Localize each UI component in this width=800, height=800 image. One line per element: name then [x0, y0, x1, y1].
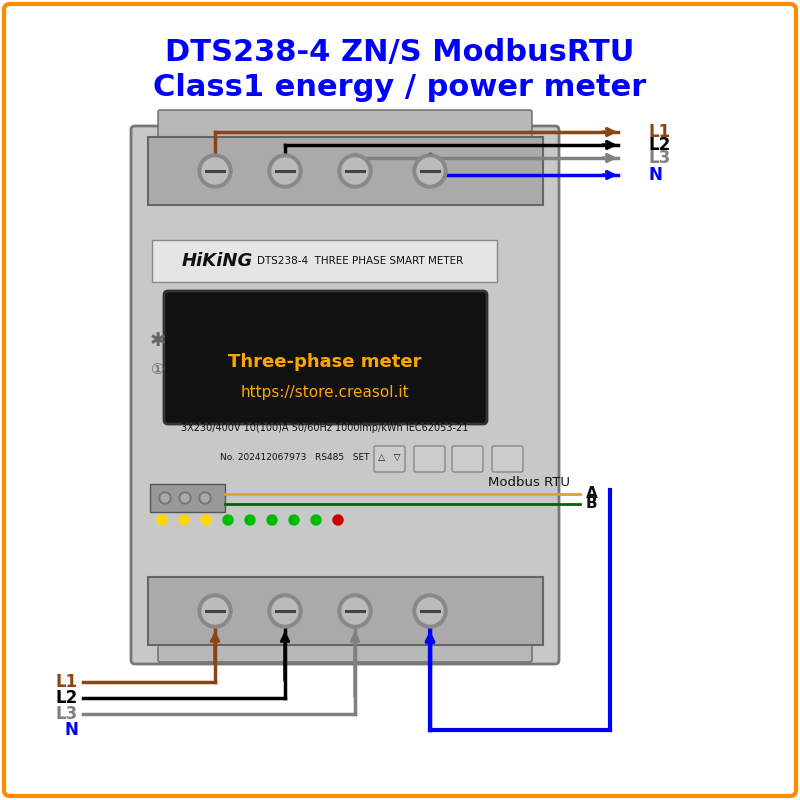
Text: A: A: [586, 486, 598, 502]
Circle shape: [272, 598, 298, 624]
Circle shape: [157, 515, 167, 525]
Text: L2: L2: [56, 689, 78, 707]
Text: N: N: [64, 721, 78, 739]
Circle shape: [268, 594, 302, 628]
Circle shape: [181, 494, 189, 502]
FancyBboxPatch shape: [374, 446, 405, 472]
Circle shape: [413, 594, 447, 628]
Text: L3: L3: [649, 149, 671, 167]
Circle shape: [413, 154, 447, 188]
FancyBboxPatch shape: [492, 446, 523, 472]
Text: Three-phase meter: Three-phase meter: [228, 353, 422, 371]
FancyBboxPatch shape: [158, 110, 532, 142]
FancyBboxPatch shape: [158, 630, 532, 662]
FancyBboxPatch shape: [164, 291, 487, 424]
Circle shape: [198, 594, 232, 628]
Circle shape: [201, 494, 209, 502]
Circle shape: [179, 515, 189, 525]
Text: ①: ①: [151, 362, 165, 378]
FancyBboxPatch shape: [150, 484, 225, 512]
FancyBboxPatch shape: [452, 446, 483, 472]
Circle shape: [198, 154, 232, 188]
Circle shape: [223, 515, 233, 525]
Text: B: B: [586, 497, 598, 511]
Circle shape: [199, 492, 211, 504]
Circle shape: [202, 598, 228, 624]
Text: DTS238-4  THREE PHASE SMART METER: DTS238-4 THREE PHASE SMART METER: [257, 256, 463, 266]
Circle shape: [179, 492, 191, 504]
FancyBboxPatch shape: [148, 137, 543, 205]
FancyBboxPatch shape: [414, 446, 445, 472]
Circle shape: [161, 494, 169, 502]
Text: HiKiNG: HiKiNG: [182, 252, 254, 270]
Circle shape: [311, 515, 321, 525]
Circle shape: [338, 594, 372, 628]
Circle shape: [245, 515, 255, 525]
Text: ✱: ✱: [150, 330, 166, 350]
Text: DTS238-4 ZN/S ModbusRTU: DTS238-4 ZN/S ModbusRTU: [166, 38, 634, 66]
Circle shape: [338, 154, 372, 188]
Text: L1: L1: [649, 123, 671, 141]
Text: L2: L2: [649, 136, 671, 154]
Circle shape: [417, 598, 443, 624]
Text: L1: L1: [56, 673, 78, 691]
FancyBboxPatch shape: [131, 126, 559, 664]
Circle shape: [202, 158, 228, 184]
Text: Modbus RTU: Modbus RTU: [488, 475, 570, 489]
Circle shape: [342, 158, 368, 184]
Circle shape: [333, 515, 343, 525]
Circle shape: [267, 515, 277, 525]
Circle shape: [289, 515, 299, 525]
Text: N: N: [649, 166, 663, 184]
Circle shape: [159, 492, 171, 504]
Text: No. 202412067973   RS485   SET   △   ▽: No. 202412067973 RS485 SET △ ▽: [220, 453, 401, 462]
Circle shape: [272, 158, 298, 184]
Text: Class1 energy / power meter: Class1 energy / power meter: [154, 74, 646, 102]
Circle shape: [417, 158, 443, 184]
FancyBboxPatch shape: [152, 240, 497, 282]
Text: 3X230/400V 10(100)A 50/60Hz 1000imp/kWh IEC62053-21: 3X230/400V 10(100)A 50/60Hz 1000imp/kWh …: [182, 423, 469, 433]
Circle shape: [268, 154, 302, 188]
Circle shape: [201, 515, 211, 525]
Text: L3: L3: [56, 705, 78, 723]
FancyBboxPatch shape: [148, 577, 543, 645]
Circle shape: [342, 598, 368, 624]
Text: https://store.creasol.it: https://store.creasol.it: [241, 385, 410, 399]
FancyBboxPatch shape: [4, 4, 796, 796]
